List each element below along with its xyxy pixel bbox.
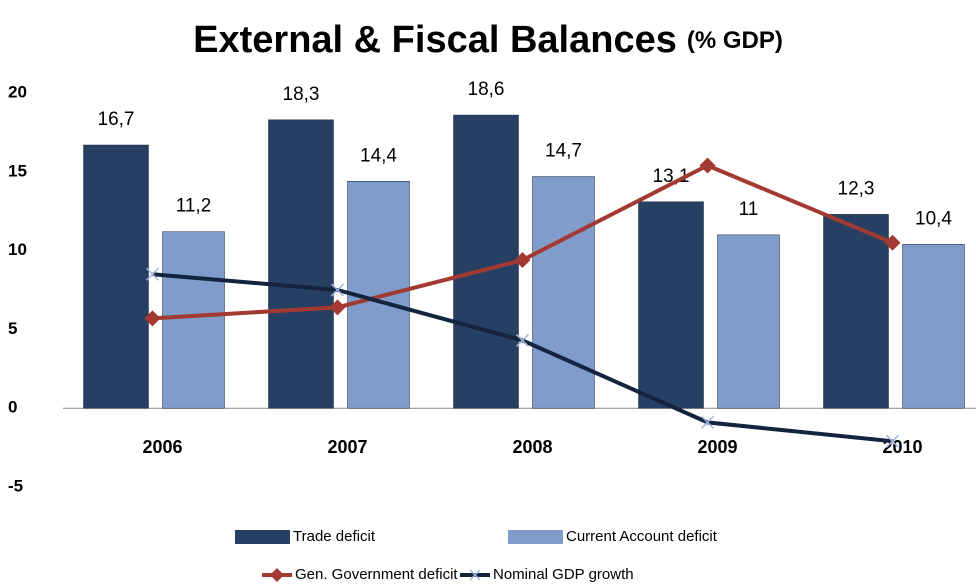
marker	[514, 252, 531, 269]
marker	[329, 299, 346, 316]
value-label: 11	[739, 199, 759, 220]
line	[152, 163, 894, 321]
legend-label: Nominal GDP growth	[493, 566, 634, 583]
bar	[823, 214, 889, 409]
marker	[884, 234, 901, 251]
marker	[699, 157, 716, 174]
value-label: 14,4	[360, 145, 397, 166]
y-tick-label: 5	[8, 319, 17, 338]
title-main: External & Fiscal Balances	[193, 19, 677, 61]
value-label: 10,4	[915, 208, 952, 229]
legend-marker	[270, 568, 284, 582]
bar	[717, 234, 780, 409]
value-label: 16,7	[98, 109, 135, 130]
marker	[700, 415, 715, 429]
x-tick-label: 2009	[697, 437, 737, 457]
marker	[145, 267, 160, 281]
marker	[515, 333, 530, 347]
bar	[532, 176, 595, 409]
marker	[144, 310, 161, 327]
legend-label: Trade deficit	[293, 528, 376, 545]
legend-marker	[469, 569, 481, 581]
y-tick-label: 20	[8, 82, 27, 101]
y-tick-label: 15	[8, 161, 27, 180]
x-tick-label: 2007	[327, 437, 367, 457]
bar	[453, 114, 519, 409]
y-tick-label: 0	[8, 398, 17, 417]
legend-swatch	[508, 530, 563, 544]
bar	[162, 231, 225, 409]
marker	[885, 434, 900, 448]
bar	[268, 119, 334, 409]
y-tick-label: 10	[8, 240, 27, 259]
legend-label: Gen. Government deficit	[295, 566, 458, 583]
value-label: 11,2	[176, 196, 212, 217]
bar	[902, 244, 965, 409]
value-label: 14,7	[545, 141, 582, 162]
value-label: 18,6	[468, 79, 505, 100]
line	[152, 272, 893, 444]
value-label: 18,3	[283, 84, 320, 105]
title-unit: (% GDP)	[687, 27, 783, 54]
legend-label: Current Account deficit	[566, 528, 718, 545]
bar	[638, 201, 704, 409]
y-tick-label: -5	[8, 476, 23, 495]
bar	[83, 144, 149, 409]
marker	[330, 283, 345, 297]
chart-title: External & Fiscal Balances (% GDP)	[193, 19, 783, 61]
legend-swatch	[235, 530, 290, 544]
x-tick-label: 2006	[142, 437, 182, 457]
value-label: 12,3	[838, 178, 875, 199]
x-tick-label: 2008	[512, 437, 552, 457]
